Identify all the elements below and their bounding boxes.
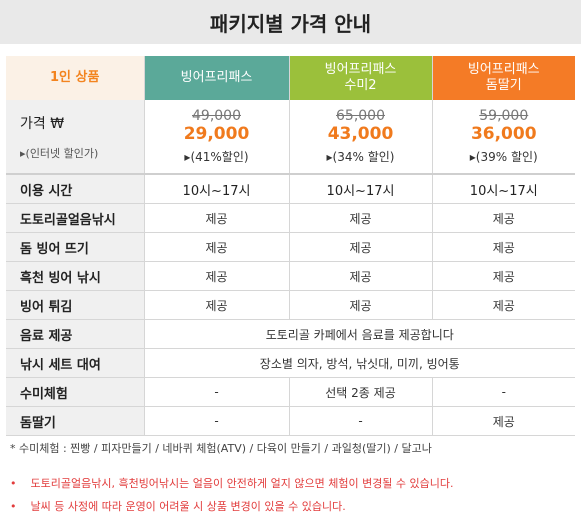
table-cell: 제공 bbox=[431, 406, 575, 436]
table-cell: - bbox=[431, 377, 575, 407]
table-row: 이용 시간 10시~17시 10시~17시 10시~17시 bbox=[6, 174, 575, 204]
table-cell: 제공 bbox=[143, 232, 289, 262]
package-header-label: 빙어프리패스 돔딸기 bbox=[467, 62, 540, 93]
package-header-basic: 빙어프리패스 bbox=[143, 56, 289, 100]
table-cell: 10시~17시 bbox=[143, 174, 289, 204]
row-label: 이용 시간 bbox=[6, 174, 144, 204]
table-row: 흑천 빙어 낚시 제공 제공 제공 bbox=[6, 261, 575, 291]
table-cell: 제공 bbox=[288, 232, 432, 262]
row-label: 낚시 세트 대여 bbox=[6, 348, 144, 378]
table-cell: 제공 bbox=[431, 261, 575, 291]
table-cell: 제공 bbox=[143, 203, 289, 233]
table-row: 낚시 세트 대여 장소별 의자, 방석, 낚싯대, 미끼, 빙어통 bbox=[6, 348, 575, 378]
merged-cell: 장소별 의자, 방석, 낚싯대, 미끼, 빙어통 bbox=[143, 348, 575, 378]
original-price: 59,000 bbox=[479, 108, 529, 124]
bullet: • bbox=[10, 500, 17, 513]
price-cell: 65,000 43,000 ▸(34% 할인) bbox=[288, 100, 432, 175]
table-row: 도토리골얼음낚시 제공 제공 제공 bbox=[6, 203, 575, 233]
table-cell: 제공 bbox=[143, 261, 289, 291]
table-cell: 제공 bbox=[288, 290, 432, 320]
table-cell: - bbox=[288, 406, 432, 436]
table-row: 음료 제공 도토리골 카페에서 음료를 제공합니다 bbox=[6, 319, 575, 349]
price-label: 가격 ₩ bbox=[20, 115, 65, 132]
original-price: 49,000 bbox=[192, 108, 241, 124]
bullet: • bbox=[10, 477, 17, 490]
warning-line: • 날씨 등 사정에 따라 운영이 어려울 시 상품 변경이 있을 수 있습니다. bbox=[10, 498, 346, 514]
warning-line: • 도토리골얼음낚시, 흑천빙어낚시는 얼음이 안전하게 얼지 않으면 체험이 변… bbox=[10, 475, 454, 491]
warning-text: 도토리골얼음낚시, 흑천빙어낚시는 얼음이 안전하게 얼지 않으면 체험이 변경… bbox=[30, 477, 454, 490]
row-label: 도토리골얼음낚시 bbox=[6, 203, 144, 233]
discount-rate: ▸(34% 할인) bbox=[326, 150, 395, 164]
row-label: 흑천 빙어 낚시 bbox=[6, 261, 144, 291]
table-row: 빙어 튀김 제공 제공 제공 bbox=[6, 290, 575, 320]
sale-price: 43,000 bbox=[327, 124, 394, 144]
package-header-strawberry: 빙어프리패스 돔딸기 bbox=[431, 56, 575, 100]
table-header-row: 1인 상품 빙어프리패스 빙어프리패스 수미2 빙어프리패스 돔딸기 bbox=[6, 56, 575, 100]
price-table: 1인 상품 빙어프리패스 빙어프리패스 수미2 빙어프리패스 돔딸기 가격 ₩ … bbox=[6, 56, 575, 436]
sale-price: 29,000 bbox=[183, 124, 250, 144]
row-label: 수미체험 bbox=[6, 377, 144, 407]
original-price: 65,000 bbox=[336, 108, 385, 124]
sale-price: 36,000 bbox=[470, 124, 537, 144]
table-cell: 제공 bbox=[143, 290, 289, 320]
package-header-sumi: 빙어프리패스 수미2 bbox=[288, 56, 432, 100]
table-cell: 제공 bbox=[431, 232, 575, 262]
experience-notes: * 수미체험 : 찐빵 / 피자만들기 / 네바퀴 체험(ATV) / 다육이 … bbox=[10, 442, 432, 455]
price-sublabel: ▸(인터넷 할인가) bbox=[20, 146, 99, 160]
table-row: 돔딸기 - - 제공 bbox=[6, 406, 575, 436]
discount-rate: ▸(41%할인) bbox=[184, 150, 249, 164]
price-cell: 49,000 29,000 ▸(41%할인) bbox=[143, 100, 289, 175]
discount-rate: ▸(39% 할인) bbox=[469, 150, 538, 164]
row-label: 돔 빙어 뜨기 bbox=[6, 232, 144, 262]
price-row: 가격 ₩ ▸(인터넷 할인가) 49,000 29,000 ▸(41%할인) 6… bbox=[6, 100, 575, 175]
row-label: 빙어 튀김 bbox=[6, 290, 144, 320]
table-cell: 제공 bbox=[431, 203, 575, 233]
title-bar: 패키지별 가격 안내 bbox=[0, 0, 581, 44]
page-title: 패키지별 가격 안내 bbox=[209, 11, 372, 36]
table-row: 돔 빙어 뜨기 제공 제공 제공 bbox=[6, 232, 575, 262]
table-row: 수미체험 - 선택 2종 제공 - bbox=[6, 377, 575, 407]
package-header-label: 빙어프리패스 bbox=[180, 70, 253, 85]
table-cell: - bbox=[143, 377, 289, 407]
package-header-label: 빙어프리패스 수미2 bbox=[324, 62, 397, 93]
table-cell: 제공 bbox=[288, 261, 432, 291]
warning-text: 날씨 등 사정에 따라 운영이 어려울 시 상품 변경이 있을 수 있습니다. bbox=[30, 500, 346, 513]
price-cell: 59,000 36,000 ▸(39% 할인) bbox=[431, 100, 575, 175]
table-cell: 제공 bbox=[288, 203, 432, 233]
table-cell: 10시~17시 bbox=[288, 174, 432, 204]
row-label: 돔딸기 bbox=[6, 406, 144, 436]
table-cell: 10시~17시 bbox=[431, 174, 575, 204]
merged-cell: 도토리골 카페에서 음료를 제공합니다 bbox=[143, 319, 575, 349]
product-type-header: 1인 상품 bbox=[6, 56, 144, 100]
row-label: 음료 제공 bbox=[6, 319, 144, 349]
table-cell: 선택 2종 제공 bbox=[288, 377, 432, 407]
table-cell: - bbox=[143, 406, 289, 436]
price-label-cell: 가격 ₩ ▸(인터넷 할인가) bbox=[6, 100, 144, 175]
table-cell: 제공 bbox=[431, 290, 575, 320]
